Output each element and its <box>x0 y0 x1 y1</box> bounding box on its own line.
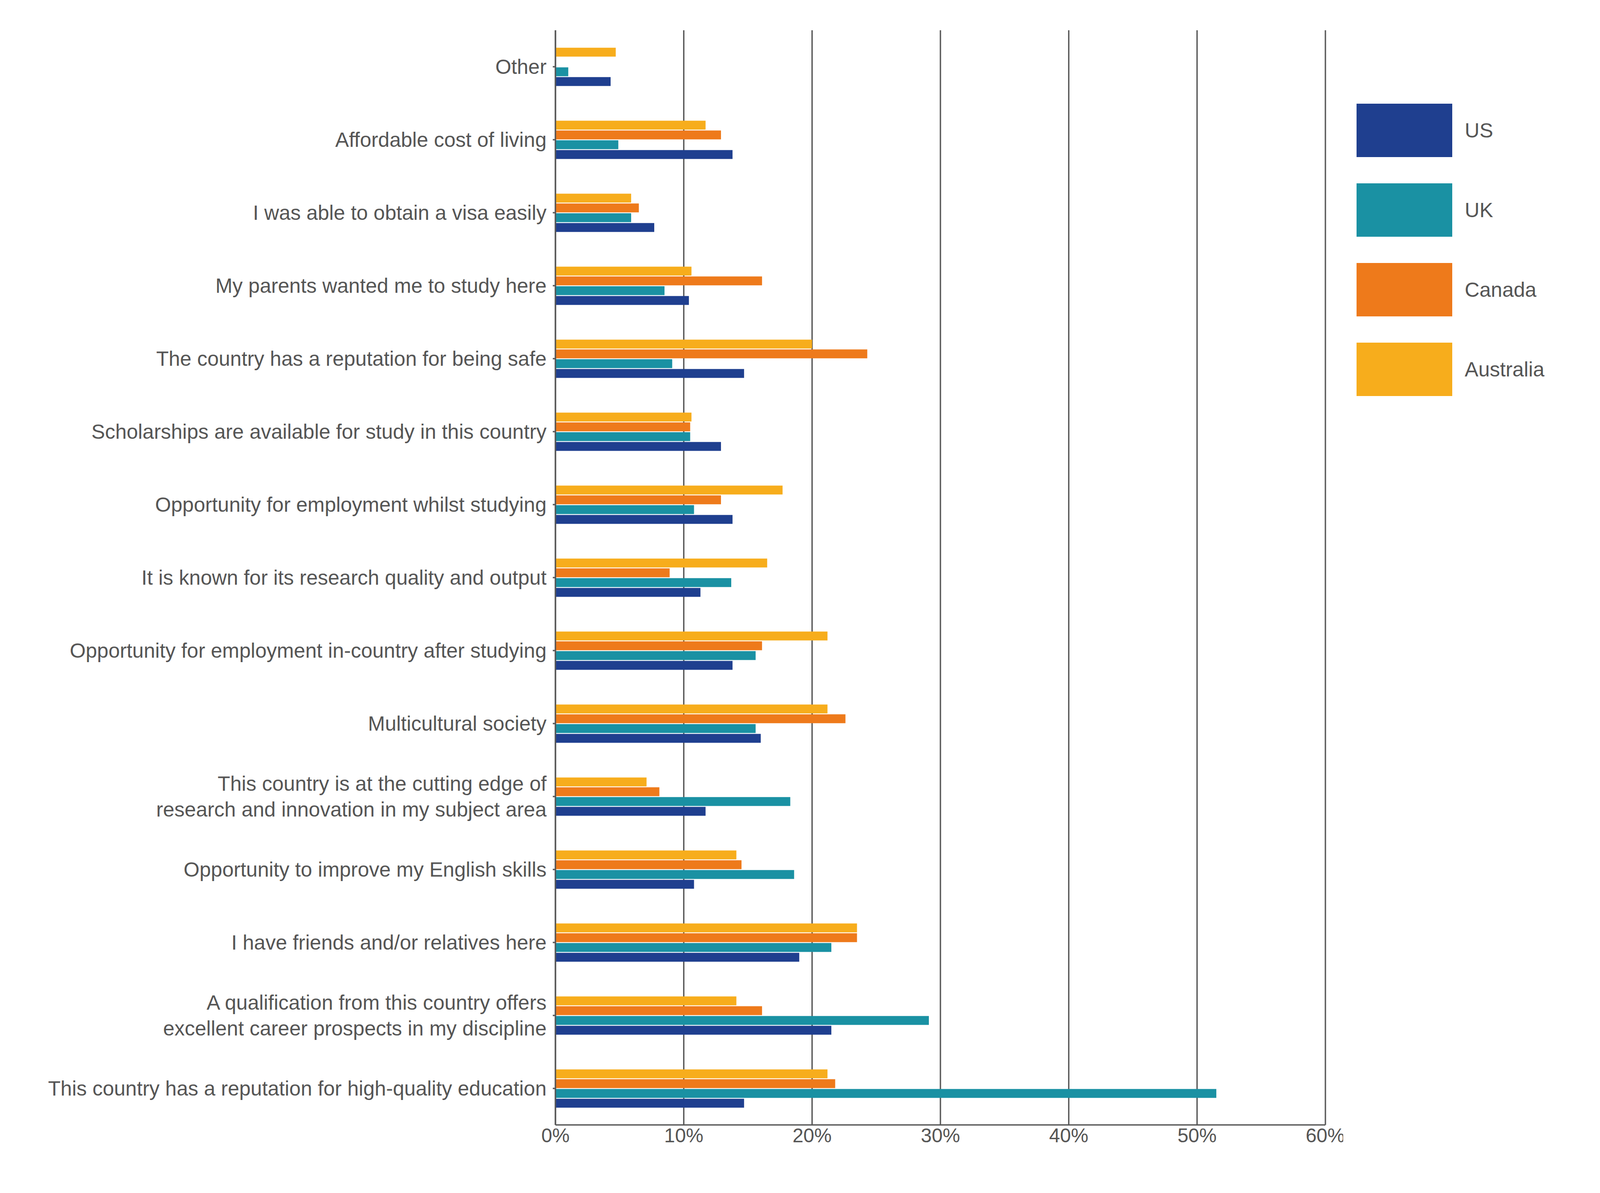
svg-text:40%: 40% <box>1049 1124 1089 1147</box>
svg-text:0%: 0% <box>541 1124 570 1147</box>
svg-text:Multicultural society: Multicultural society <box>368 712 547 736</box>
svg-text:Opportunity for employment whi: Opportunity for employment whilst studyi… <box>154 493 547 517</box>
svg-text:50%: 50% <box>1177 1124 1217 1147</box>
svg-text:This country is at the cutting: This country is at the cutting edge ofre… <box>156 772 547 822</box>
svg-text:The country has a reputation f: The country has a reputation for being s… <box>156 347 547 371</box>
svg-text:30%: 30% <box>920 1124 960 1147</box>
svg-text:I was able to obtain a visa ea: I was able to obtain a visa easily <box>252 201 547 225</box>
html-text:UK: UK <box>1464 198 1494 222</box>
svg-text:Other: Other <box>495 55 547 79</box>
svg-text:Scholarships are available for: Scholarships are available for study in … <box>91 420 547 444</box>
svg-text:My parents wanted me to study: My parents wanted me to study here <box>215 274 547 298</box>
html-text:US: US <box>1464 118 1494 142</box>
svg-text:I have friends and/or relative: I have friends and/or relatives here <box>231 931 547 955</box>
svg-text:Opportunity to improve my Engl: Opportunity to improve my English skills <box>183 858 547 882</box>
svg-text:60%: 60% <box>1305 1124 1344 1147</box>
svg-text:Affordable cost of living: Affordable cost of living <box>335 128 547 152</box>
svg-text:It is known for its research q: It is known for its research quality and… <box>141 566 547 590</box>
svg-text:A qualification from this coun: A qualification from this country offers… <box>162 991 547 1041</box>
svg-text:Opportunity for employment in-: Opportunity for employment in-country af… <box>69 639 547 663</box>
html-text:Canada: Canada <box>1464 278 1537 302</box>
svg-text:20%: 20% <box>792 1124 832 1147</box>
html-text:Australia: Australia <box>1464 357 1545 381</box>
svg-text:10%: 10% <box>664 1124 704 1147</box>
svg-text:This country has a reputation: This country has a reputation for high-q… <box>48 1077 547 1101</box>
